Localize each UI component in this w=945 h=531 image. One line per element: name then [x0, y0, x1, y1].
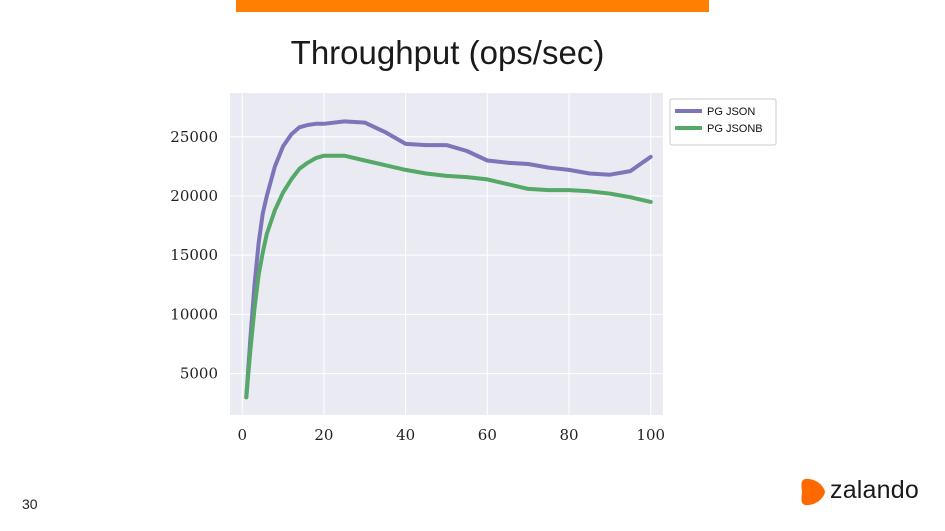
x-tick-label: 0	[237, 426, 247, 444]
y-tick-label: 5000	[180, 365, 218, 383]
x-tick-label: 80	[560, 426, 579, 444]
legend-label: PG JSON	[707, 106, 755, 118]
series-lines	[244, 119, 653, 400]
zalando-logo: zalando	[800, 476, 930, 510]
x-tick-label: 60	[478, 426, 497, 444]
y-axis-ticks: 5000 10000 15000 20000 25000	[170, 128, 218, 383]
series-line	[244, 119, 653, 400]
slide-title: Throughput (ops/sec)	[290, 34, 605, 71]
slide-number: 30	[22, 496, 38, 512]
y-tick-label: 20000	[170, 187, 218, 205]
zalando-wordmark: zalando	[830, 476, 919, 504]
series-line	[244, 153, 653, 400]
x-tick-label: 100	[636, 426, 665, 444]
y-tick-label: 10000	[170, 305, 218, 323]
x-axis-ticks: 0 20 40 60 80 100	[237, 426, 665, 444]
zalando-flag-icon	[801, 478, 825, 506]
grid-lines	[230, 93, 663, 415]
x-tick-label: 40	[396, 426, 415, 444]
legend-label: PG JSONB	[707, 123, 763, 135]
plot-area	[230, 93, 663, 415]
y-tick-label: 15000	[170, 246, 218, 264]
y-tick-label: 25000	[170, 128, 218, 146]
x-tick-label: 20	[314, 426, 333, 444]
legend: PG JSON PG JSONB	[669, 98, 777, 146]
accent-bar	[236, 0, 709, 12]
